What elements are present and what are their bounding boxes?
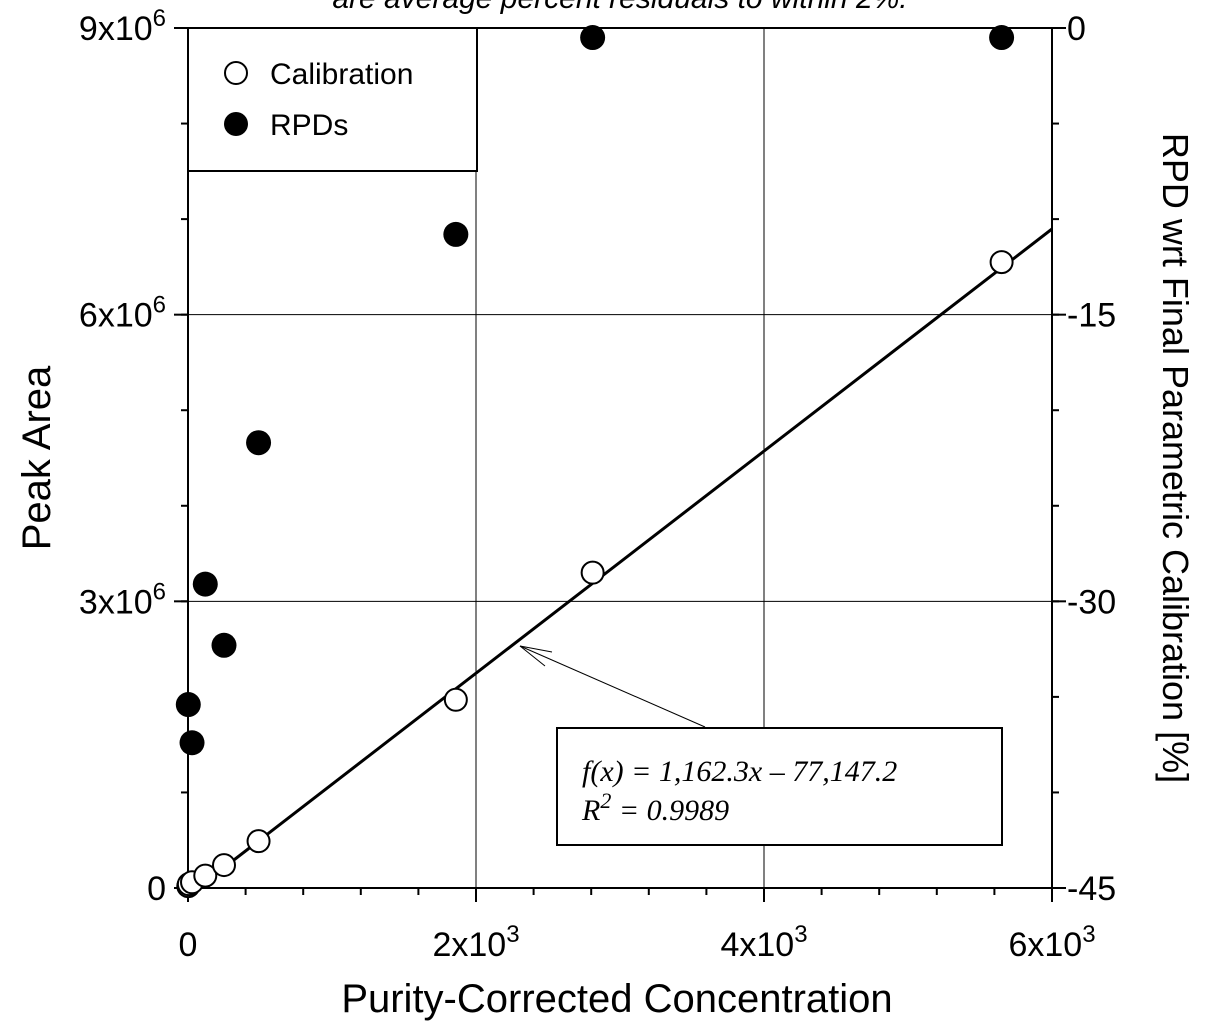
y-left-tick-label: 0 [147, 870, 166, 908]
legend-rpds-marker [224, 112, 248, 136]
x-tick-label: 2x103 [432, 921, 519, 964]
x-tick-label: 6x103 [1008, 921, 1095, 964]
y-left-axis-label: Peak Area [15, 365, 59, 550]
y-right-tick-label: -45 [1067, 870, 1116, 908]
rpd-point [246, 430, 272, 456]
rpd-point [580, 25, 606, 51]
calibration-point [580, 560, 605, 585]
y-left-tick-label: 6x106 [79, 292, 166, 335]
calibration-points [176, 250, 1014, 899]
legend-box [187, 27, 478, 172]
fit-equation-annotation: f(x) = 1,162.3x – 77,147.2 R2 = 0.9989 [519, 645, 1003, 846]
y-left-tick-label: 3x106 [79, 578, 166, 621]
x-tick-labels: 0 2x103 4x103 6x103 [179, 921, 1096, 964]
legend-rpds-label: RPDs [270, 109, 348, 142]
rpd-points [175, 25, 1015, 756]
major-ticks [174, 27, 1066, 902]
calibration-point [193, 863, 218, 888]
x-tick-label: 0 [179, 926, 198, 964]
rpd-point [179, 730, 205, 756]
rpd-point [211, 632, 237, 658]
calibration-point [443, 687, 468, 712]
annotation-arrow-head [519, 645, 553, 667]
y-left-tick-labels: 0 3x106 6x106 9x106 [79, 5, 166, 908]
annotation-arrow-shaft [519, 645, 706, 728]
y-right-tick-labels: 0 -15 -30 -45 [1067, 10, 1116, 908]
equation-box [556, 727, 1003, 846]
legend: Calibration RPDs [187, 27, 478, 172]
y-right-tick-label: 0 [1067, 10, 1086, 48]
calibration-point [989, 250, 1014, 275]
rpd-point [175, 692, 201, 718]
x-axis-label: Purity-Corrected Concentration [341, 977, 892, 1021]
fit-line [195, 227, 1052, 888]
y-right-tick-label: -15 [1067, 297, 1116, 335]
chart-title: are average percent residuals to within … [332, 0, 907, 15]
fit-equation-text: f(x) = 1,162.3x – 77,147.2 [582, 755, 897, 788]
r-squared-text: R2 = 0.9989 [581, 788, 729, 827]
calibration-point [246, 829, 271, 854]
calibration-point [212, 853, 236, 878]
y-left-tick-label: 9x106 [79, 5, 166, 48]
y-right-axis-label: RPD wrt Final Parametric Calibration [%] [1155, 133, 1196, 783]
legend-calibration-marker [224, 61, 248, 85]
legend-calibration-label: Calibration [270, 58, 413, 91]
rpd-point [443, 221, 469, 247]
x-tick-label: 4x103 [720, 921, 807, 964]
rpd-point [989, 25, 1015, 51]
rpd-point [192, 571, 218, 597]
y-right-tick-label: -30 [1067, 583, 1116, 621]
plot-frame [187, 27, 1053, 889]
